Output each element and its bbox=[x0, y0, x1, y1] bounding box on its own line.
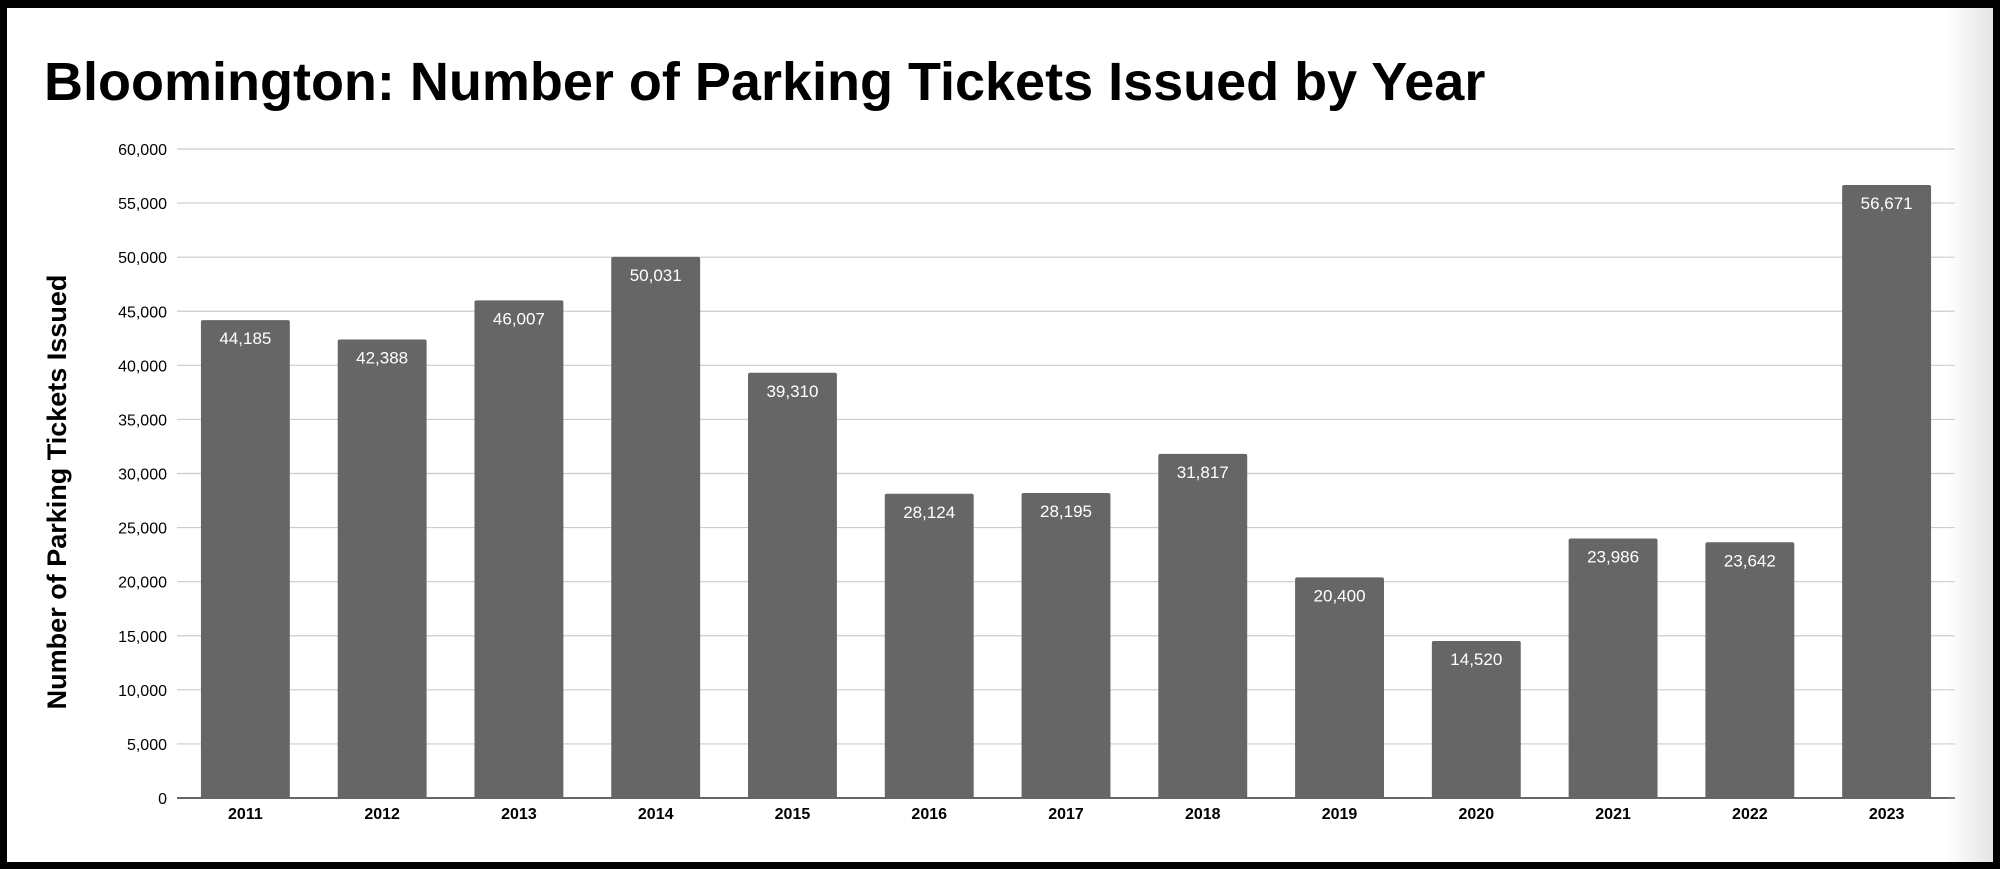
bar-2022 bbox=[1705, 542, 1795, 798]
data-label-2019: 20,400 bbox=[1314, 586, 1366, 605]
x-tick-label: 2014 bbox=[638, 806, 674, 823]
bar-2013 bbox=[474, 300, 564, 798]
y-tick-label: 15,000 bbox=[118, 629, 167, 646]
x-tick-label: 2011 bbox=[228, 806, 263, 823]
x-axis-ticks: 2011 2012 2013 2014 2015 2016 2017 2018 2019 2020… bbox=[228, 806, 1904, 823]
x-tick-label: 2016 bbox=[911, 806, 947, 823]
y-tick-label: 45,000 bbox=[118, 304, 167, 321]
x-tick-label: 2018 bbox=[1185, 806, 1221, 823]
y-tick-label: 0 bbox=[158, 791, 167, 808]
data-label-2022: 23,642 bbox=[1724, 551, 1776, 570]
data-label-2011: 44,185 bbox=[219, 329, 271, 348]
y-tick-label: 55,000 bbox=[118, 196, 167, 213]
data-label-2023: 56,671 bbox=[1861, 194, 1913, 213]
data-labels: 44,185 42,388 46,007 50,031 39,310 28,124 28,1… bbox=[219, 194, 1912, 669]
data-label-2017: 28,195 bbox=[1040, 502, 1092, 521]
data-label-2012: 42,388 bbox=[356, 349, 408, 368]
x-tick-label: 2023 bbox=[1869, 806, 1905, 823]
x-tick-label: 2013 bbox=[501, 806, 537, 823]
data-label-2016: 28,124 bbox=[903, 503, 955, 522]
y-tick-label: 5,000 bbox=[127, 737, 167, 754]
data-label-2020: 14,520 bbox=[1450, 650, 1502, 669]
x-tick-label: 2022 bbox=[1732, 806, 1768, 823]
data-label-2013: 46,007 bbox=[493, 309, 545, 328]
bar-2018 bbox=[1158, 453, 1248, 798]
bar-2014 bbox=[611, 256, 701, 798]
chart-plot: 0 5,000 10,000 15,000 20,000 25,000 30,000 35,0… bbox=[42, 142, 1955, 823]
y-tick-label: 30,000 bbox=[118, 467, 167, 484]
y-tick-label: 60,000 bbox=[118, 142, 167, 159]
y-axis-title: Number of Parking Tickets Issued bbox=[42, 275, 72, 710]
x-tick-label: 2021 bbox=[1595, 806, 1631, 823]
bar-2016 bbox=[884, 493, 974, 798]
bar-2015 bbox=[748, 372, 837, 798]
y-axis-ticks: 0 5,000 10,000 15,000 20,000 25,000 30,000 35,0… bbox=[118, 142, 167, 808]
bars bbox=[200, 185, 1932, 799]
x-tick-label: 2019 bbox=[1322, 806, 1358, 823]
data-label-2018: 31,817 bbox=[1177, 463, 1229, 482]
data-label-2015: 39,310 bbox=[766, 382, 818, 401]
bar-2012 bbox=[337, 339, 427, 798]
y-tick-label: 25,000 bbox=[118, 521, 167, 538]
bar-2021 bbox=[1568, 538, 1658, 798]
data-label-2014: 50,031 bbox=[630, 266, 682, 285]
chart-panel: Bloomington: Number of Parking Tickets I… bbox=[7, 8, 1993, 862]
chart-title: Bloomington: Number of Parking Tickets I… bbox=[44, 52, 1486, 112]
panel-edge-shade bbox=[1947, 8, 1993, 862]
x-tick-label: 2015 bbox=[775, 806, 811, 823]
bar-2017 bbox=[1021, 493, 1111, 798]
y-tick-label: 10,000 bbox=[118, 683, 167, 700]
x-tick-label: 2020 bbox=[1459, 806, 1495, 823]
bar-2023 bbox=[1842, 185, 1932, 799]
bar-2011 bbox=[200, 320, 290, 798]
data-label-2021: 23,986 bbox=[1587, 548, 1639, 567]
x-tick-label: 2012 bbox=[364, 806, 400, 823]
bar-2019 bbox=[1295, 577, 1384, 798]
y-tick-label: 40,000 bbox=[118, 358, 167, 375]
x-tick-label: 2017 bbox=[1048, 806, 1084, 823]
bar-2020 bbox=[1431, 640, 1521, 798]
y-tick-label: 35,000 bbox=[118, 412, 167, 429]
y-tick-label: 50,000 bbox=[118, 250, 167, 267]
y-tick-label: 20,000 bbox=[118, 575, 167, 592]
